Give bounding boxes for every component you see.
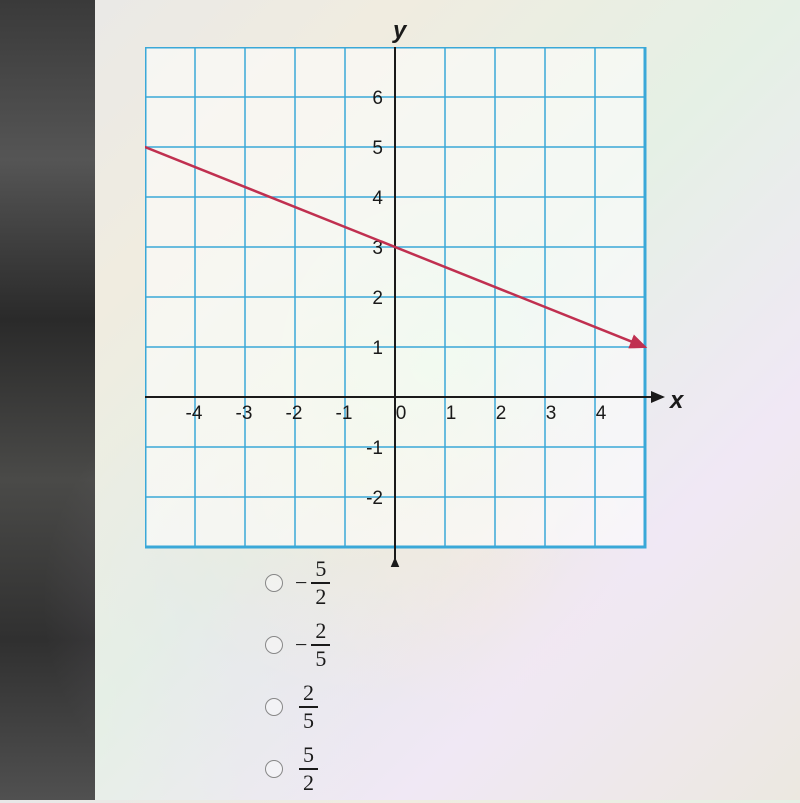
svg-text:-2: -2	[286, 403, 303, 424]
radio-icon	[265, 760, 283, 778]
fraction: 2 5	[299, 682, 318, 732]
svg-text:6: 6	[372, 88, 383, 109]
svg-text:2: 2	[372, 288, 383, 309]
svg-text:-2: -2	[366, 488, 383, 509]
neg-sign: −	[295, 632, 307, 658]
y-axis-label: y	[393, 17, 406, 45]
answer-options: − 5 2 − 2 5 2 5	[265, 555, 330, 803]
svg-text:-4: -4	[186, 403, 203, 424]
svg-text:5: 5	[372, 138, 383, 159]
left-photo-strip	[0, 0, 95, 800]
svg-text:2: 2	[496, 403, 507, 424]
option-d[interactable]: 5 2	[265, 741, 330, 797]
option-c[interactable]: 2 5	[265, 679, 330, 735]
radio-icon	[265, 574, 283, 592]
neg-sign: −	[295, 570, 307, 596]
option-a[interactable]: − 5 2	[265, 555, 330, 611]
grid-svg: -4-3-2-101234-2-1123456	[145, 47, 685, 567]
svg-text:-3: -3	[236, 403, 253, 424]
x-axis-label: x	[670, 387, 683, 415]
graph-container: y -4-3-2-101234-2-1123456 x	[145, 25, 685, 545]
svg-text:-1: -1	[366, 438, 383, 459]
fraction: 2 5	[311, 620, 330, 670]
fraction: 5 2	[299, 744, 318, 794]
svg-text:3: 3	[546, 403, 557, 424]
svg-text:1: 1	[372, 338, 383, 359]
coordinate-grid: -4-3-2-101234-2-1123456	[145, 47, 685, 567]
fraction: 5 2	[311, 558, 330, 608]
svg-text:-1: -1	[336, 403, 353, 424]
svg-text:0: 0	[396, 403, 407, 424]
radio-icon	[265, 636, 283, 654]
svg-text:4: 4	[596, 403, 607, 424]
svg-text:1: 1	[446, 403, 457, 424]
svg-text:4: 4	[372, 188, 383, 209]
option-b[interactable]: − 2 5	[265, 617, 330, 673]
radio-icon	[265, 698, 283, 716]
